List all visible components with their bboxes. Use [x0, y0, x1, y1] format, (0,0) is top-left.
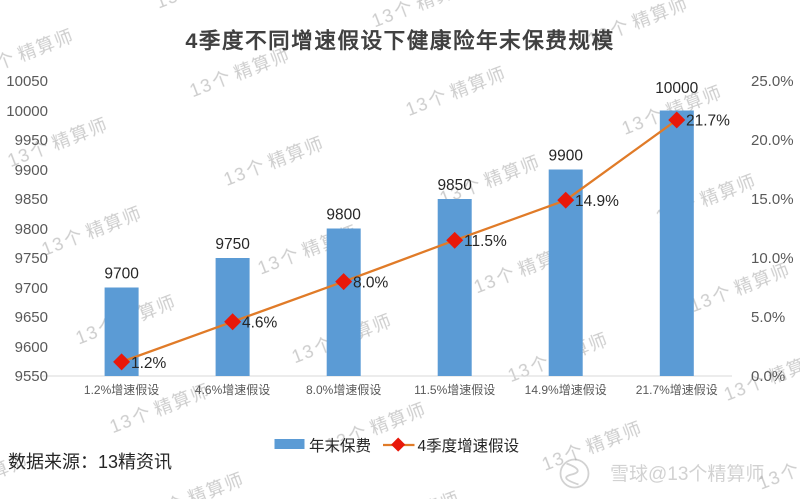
svg-text:4季度增速假设: 4季度增速假设 [418, 437, 520, 455]
svg-text:1.2%: 1.2% [131, 355, 167, 372]
svg-text:4.6%: 4.6% [242, 315, 278, 332]
svg-text:10000: 10000 [655, 80, 698, 97]
svg-text:9900: 9900 [548, 148, 583, 165]
svg-text:11.5%: 11.5% [464, 233, 507, 250]
svg-text:8.0%: 8.0% [353, 275, 389, 292]
svg-text:9750: 9750 [215, 236, 250, 253]
svg-text:9800: 9800 [326, 207, 361, 224]
svg-text:9850: 9850 [437, 177, 472, 194]
svg-text:9700: 9700 [104, 266, 139, 283]
svg-text:21.7%: 21.7% [686, 113, 730, 130]
svg-text:14.9%: 14.9% [575, 193, 619, 210]
svg-text:年末保费: 年末保费 [309, 437, 371, 455]
